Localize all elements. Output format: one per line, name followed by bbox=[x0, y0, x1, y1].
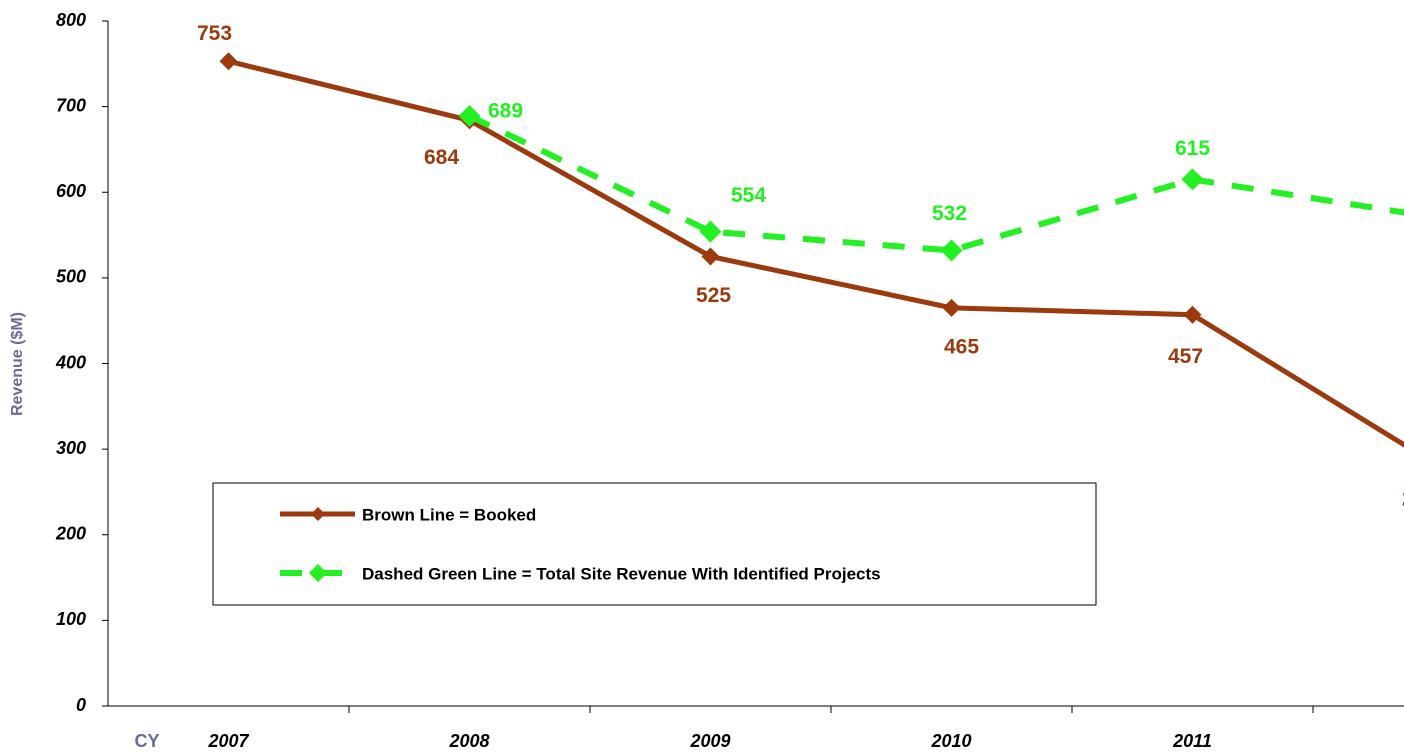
legend-marker bbox=[309, 564, 327, 582]
y-tick-label: 500 bbox=[56, 267, 86, 287]
y-tick-label: 700 bbox=[56, 95, 86, 115]
y-tick-label: 300 bbox=[56, 438, 86, 458]
data-label: 753 bbox=[197, 22, 232, 45]
data-label: 532 bbox=[932, 202, 967, 225]
data-label: 525 bbox=[696, 284, 731, 307]
data-label: 684 bbox=[424, 146, 459, 169]
y-tick-label: 100 bbox=[56, 609, 86, 629]
x-tick-label: 2008 bbox=[448, 731, 489, 751]
legend-label: Dashed Green Line = Total Site Revenue W… bbox=[362, 564, 881, 583]
data-label: 615 bbox=[1175, 137, 1210, 160]
y-axis-title: Revenue ($M) bbox=[9, 312, 26, 416]
series-line bbox=[468, 113, 1404, 254]
data-label: 689 bbox=[488, 100, 523, 123]
point-marker bbox=[699, 220, 722, 243]
series-line bbox=[227, 58, 1404, 448]
data-label: 465 bbox=[944, 335, 979, 358]
data-label: 457 bbox=[1168, 345, 1203, 368]
x-tick-label: 2007 bbox=[207, 731, 249, 751]
y-tick-label: 400 bbox=[55, 352, 86, 372]
y-tick-label: 0 bbox=[76, 695, 86, 715]
data-label: 554 bbox=[731, 184, 766, 207]
point-marker bbox=[701, 247, 720, 266]
point-marker bbox=[458, 105, 481, 128]
y-tick-label: 800 bbox=[56, 10, 86, 30]
legend-label: Brown Line = Booked bbox=[362, 505, 536, 524]
legend-box bbox=[212, 482, 1097, 606]
point-marker bbox=[1183, 305, 1202, 324]
point-marker bbox=[1181, 168, 1204, 191]
y-tick-label: 600 bbox=[56, 181, 86, 201]
data-label: 284 bbox=[1402, 487, 1404, 510]
x-tick-label: 2009 bbox=[689, 731, 730, 751]
y-tick-label: 200 bbox=[55, 524, 86, 544]
point-marker bbox=[940, 239, 963, 262]
point-marker bbox=[219, 52, 238, 71]
x-tick-label: 2011 bbox=[1172, 731, 1212, 751]
point-marker bbox=[942, 298, 961, 317]
legend-marker bbox=[311, 507, 325, 521]
x-axis-title: CY bbox=[134, 731, 159, 751]
x-tick-label: 2010 bbox=[930, 731, 971, 751]
